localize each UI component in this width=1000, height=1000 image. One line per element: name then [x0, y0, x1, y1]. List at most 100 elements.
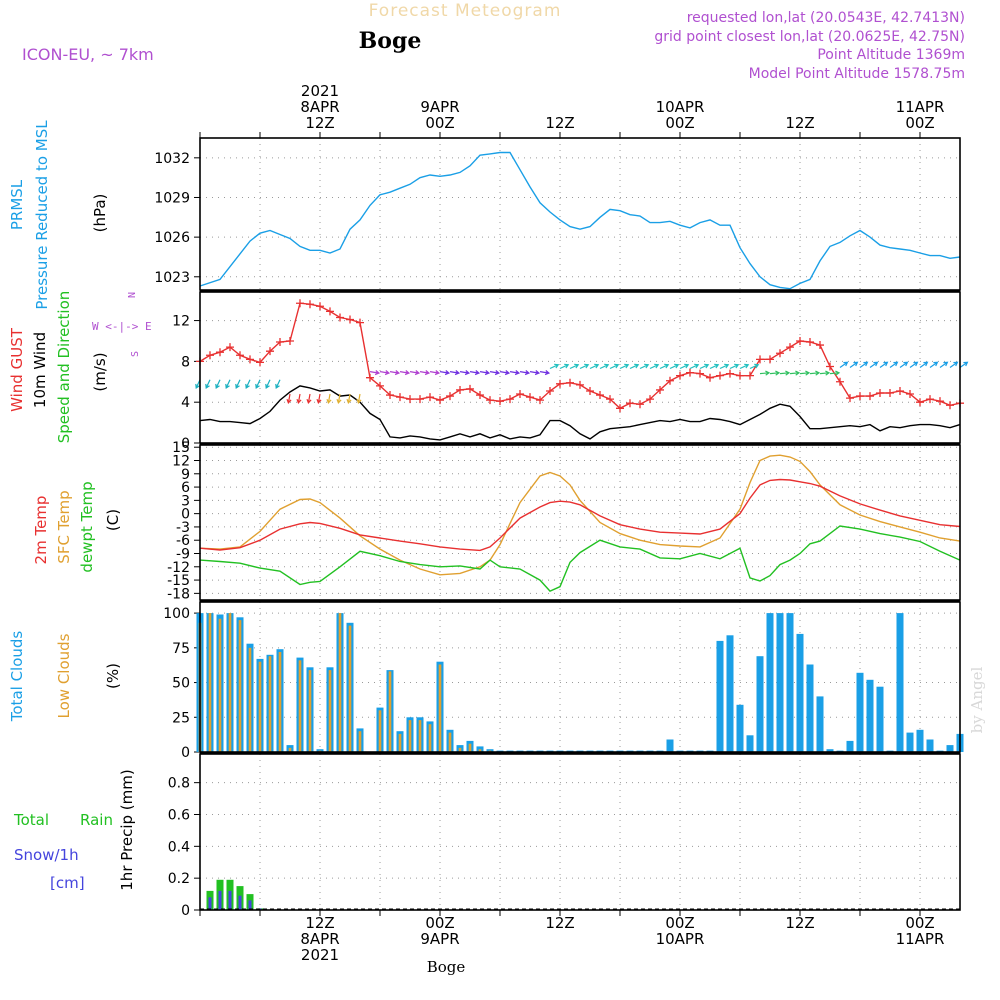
- clouds-ytick-label: 25: [172, 710, 190, 726]
- t2m-line: [199, 478, 961, 552]
- bottom-time-label: 12Z: [785, 914, 814, 932]
- bottom-time-label: 00Z: [425, 914, 454, 932]
- wind-gust-point: [946, 401, 954, 410]
- wind-gust-point: [826, 362, 834, 371]
- wind-direction-arrow: [639, 363, 650, 370]
- wind-direction-arrow: [669, 363, 680, 370]
- low-cloud-bar: [418, 720, 422, 752]
- wind-direction-arrow: [306, 393, 312, 405]
- wind-background: [200, 292, 960, 443]
- wind-direction-arrow: [449, 370, 461, 376]
- wind-gust-point: [366, 373, 374, 382]
- wind-direction-arrow: [296, 393, 302, 405]
- low-cloud-bar: [398, 733, 402, 752]
- low-cloud-bar: [228, 613, 232, 752]
- total-cloud-bar: [896, 613, 904, 752]
- wind-direction-arrow: [539, 370, 551, 376]
- wind-direction-arrow: [265, 379, 271, 389]
- wind-direction-arrow: [899, 361, 909, 368]
- wind-gust-point: [276, 337, 284, 346]
- low-cloud-bar: [408, 720, 412, 752]
- wind-direction-arrow: [255, 379, 261, 389]
- pressure-background: [200, 138, 960, 290]
- point-altitude: Point Altitude 1369m: [817, 47, 965, 63]
- total-cloud-bar: [726, 635, 734, 752]
- low-cloud-bar: [308, 670, 312, 752]
- temperature-ytick-label: -3: [176, 520, 190, 536]
- wind-direction-arrow: [215, 379, 221, 389]
- wind-gust-point: [936, 397, 944, 406]
- top-time-label: 00Z: [425, 114, 454, 132]
- clouds-ytick-label: 100: [163, 606, 190, 622]
- wind-gust-point: [246, 355, 254, 364]
- location-title: Boge: [359, 28, 422, 54]
- wind-direction-arrow: [709, 363, 720, 370]
- wind-direction-arrow: [419, 370, 431, 376]
- dewpoint-line: [199, 525, 961, 592]
- wind-direction-arrow: [779, 370, 791, 376]
- wind-direction-arrow: [509, 370, 521, 376]
- wind-gust-point: [816, 341, 824, 350]
- wind-direction-arrow: [205, 379, 211, 389]
- wind-direction-arrow: [356, 393, 362, 405]
- bottom-time-label: 00Z: [905, 914, 934, 932]
- watermark: by Angel: [968, 666, 986, 733]
- low-cloud-bar: [458, 747, 462, 752]
- low-cloud-bar: [358, 731, 362, 752]
- temperature-ytick-label: 9: [181, 467, 190, 483]
- wind-direction-arrow: [225, 379, 231, 389]
- wind-gust-point: [756, 355, 764, 364]
- wind-direction-arrow: [609, 363, 620, 370]
- wind-speed-line: [199, 385, 961, 441]
- wind-gust-point: [686, 368, 694, 377]
- low-cloud-bar: [278, 652, 282, 752]
- snow-bar: [218, 890, 222, 910]
- low-cloud-bar: [298, 660, 302, 752]
- total-cloud-bar: [766, 613, 774, 752]
- wind-direction-arrow: [659, 363, 670, 370]
- wind-gust-point: [516, 390, 524, 399]
- pressure-ytick-label: 1029: [154, 190, 190, 206]
- low-cloud-bar: [388, 671, 392, 752]
- low-cloud-bar: [448, 732, 452, 752]
- low-cloud-bar: [268, 656, 272, 752]
- temperature-ytick-label: 6: [181, 480, 190, 496]
- precip-label-cm: [cm]: [50, 874, 85, 892]
- low-cloud-bar: [338, 613, 342, 752]
- low-cloud-bar: [208, 613, 212, 752]
- temperature-background: [200, 445, 960, 600]
- temperature-ytick-label: 12: [172, 454, 190, 470]
- precipitation-ytick-label: 0.2: [168, 871, 190, 887]
- wind-direction-arrow: [879, 361, 889, 368]
- low-cloud-bar: [468, 743, 472, 752]
- wind-gust-point: [626, 399, 634, 408]
- clouds-ytick-label: 50: [172, 676, 190, 692]
- wind-direction-arrow: [799, 370, 811, 376]
- total-cloud-bar: [806, 664, 814, 752]
- footer-location: Boge: [427, 958, 466, 976]
- precip-label-snow: Snow/1h: [14, 846, 79, 864]
- wind-gust-point: [326, 307, 334, 316]
- wind-direction-arrow: [245, 379, 251, 389]
- total-cloud-bar: [716, 640, 724, 752]
- total-cloud-bar: [816, 696, 824, 752]
- wind-gust-point: [596, 391, 604, 400]
- wind-gust-point: [616, 404, 624, 413]
- wind-gust-point: [556, 379, 564, 388]
- wind-direction-arrow: [819, 370, 831, 376]
- snow-bar: [248, 900, 252, 910]
- total-cloud-bar: [756, 656, 764, 752]
- compass-we: W <-|-> E: [92, 320, 152, 333]
- wind-gust-point: [836, 377, 844, 386]
- precipitation-background: [200, 754, 960, 910]
- wind-gust-point: [506, 395, 514, 404]
- wind-gust-point: [406, 395, 414, 404]
- wind-gust-point: [726, 369, 734, 378]
- wind-gust-point: [906, 390, 914, 399]
- wind-gust-point: [306, 300, 314, 309]
- wind-label-unit: (m/s): [91, 352, 109, 391]
- wind-direction-arrow: [789, 370, 801, 376]
- wind-direction-arrow: [399, 370, 411, 376]
- pressure-ytick-label: 1026: [154, 230, 190, 246]
- cloud-label-unit: (%): [104, 663, 122, 689]
